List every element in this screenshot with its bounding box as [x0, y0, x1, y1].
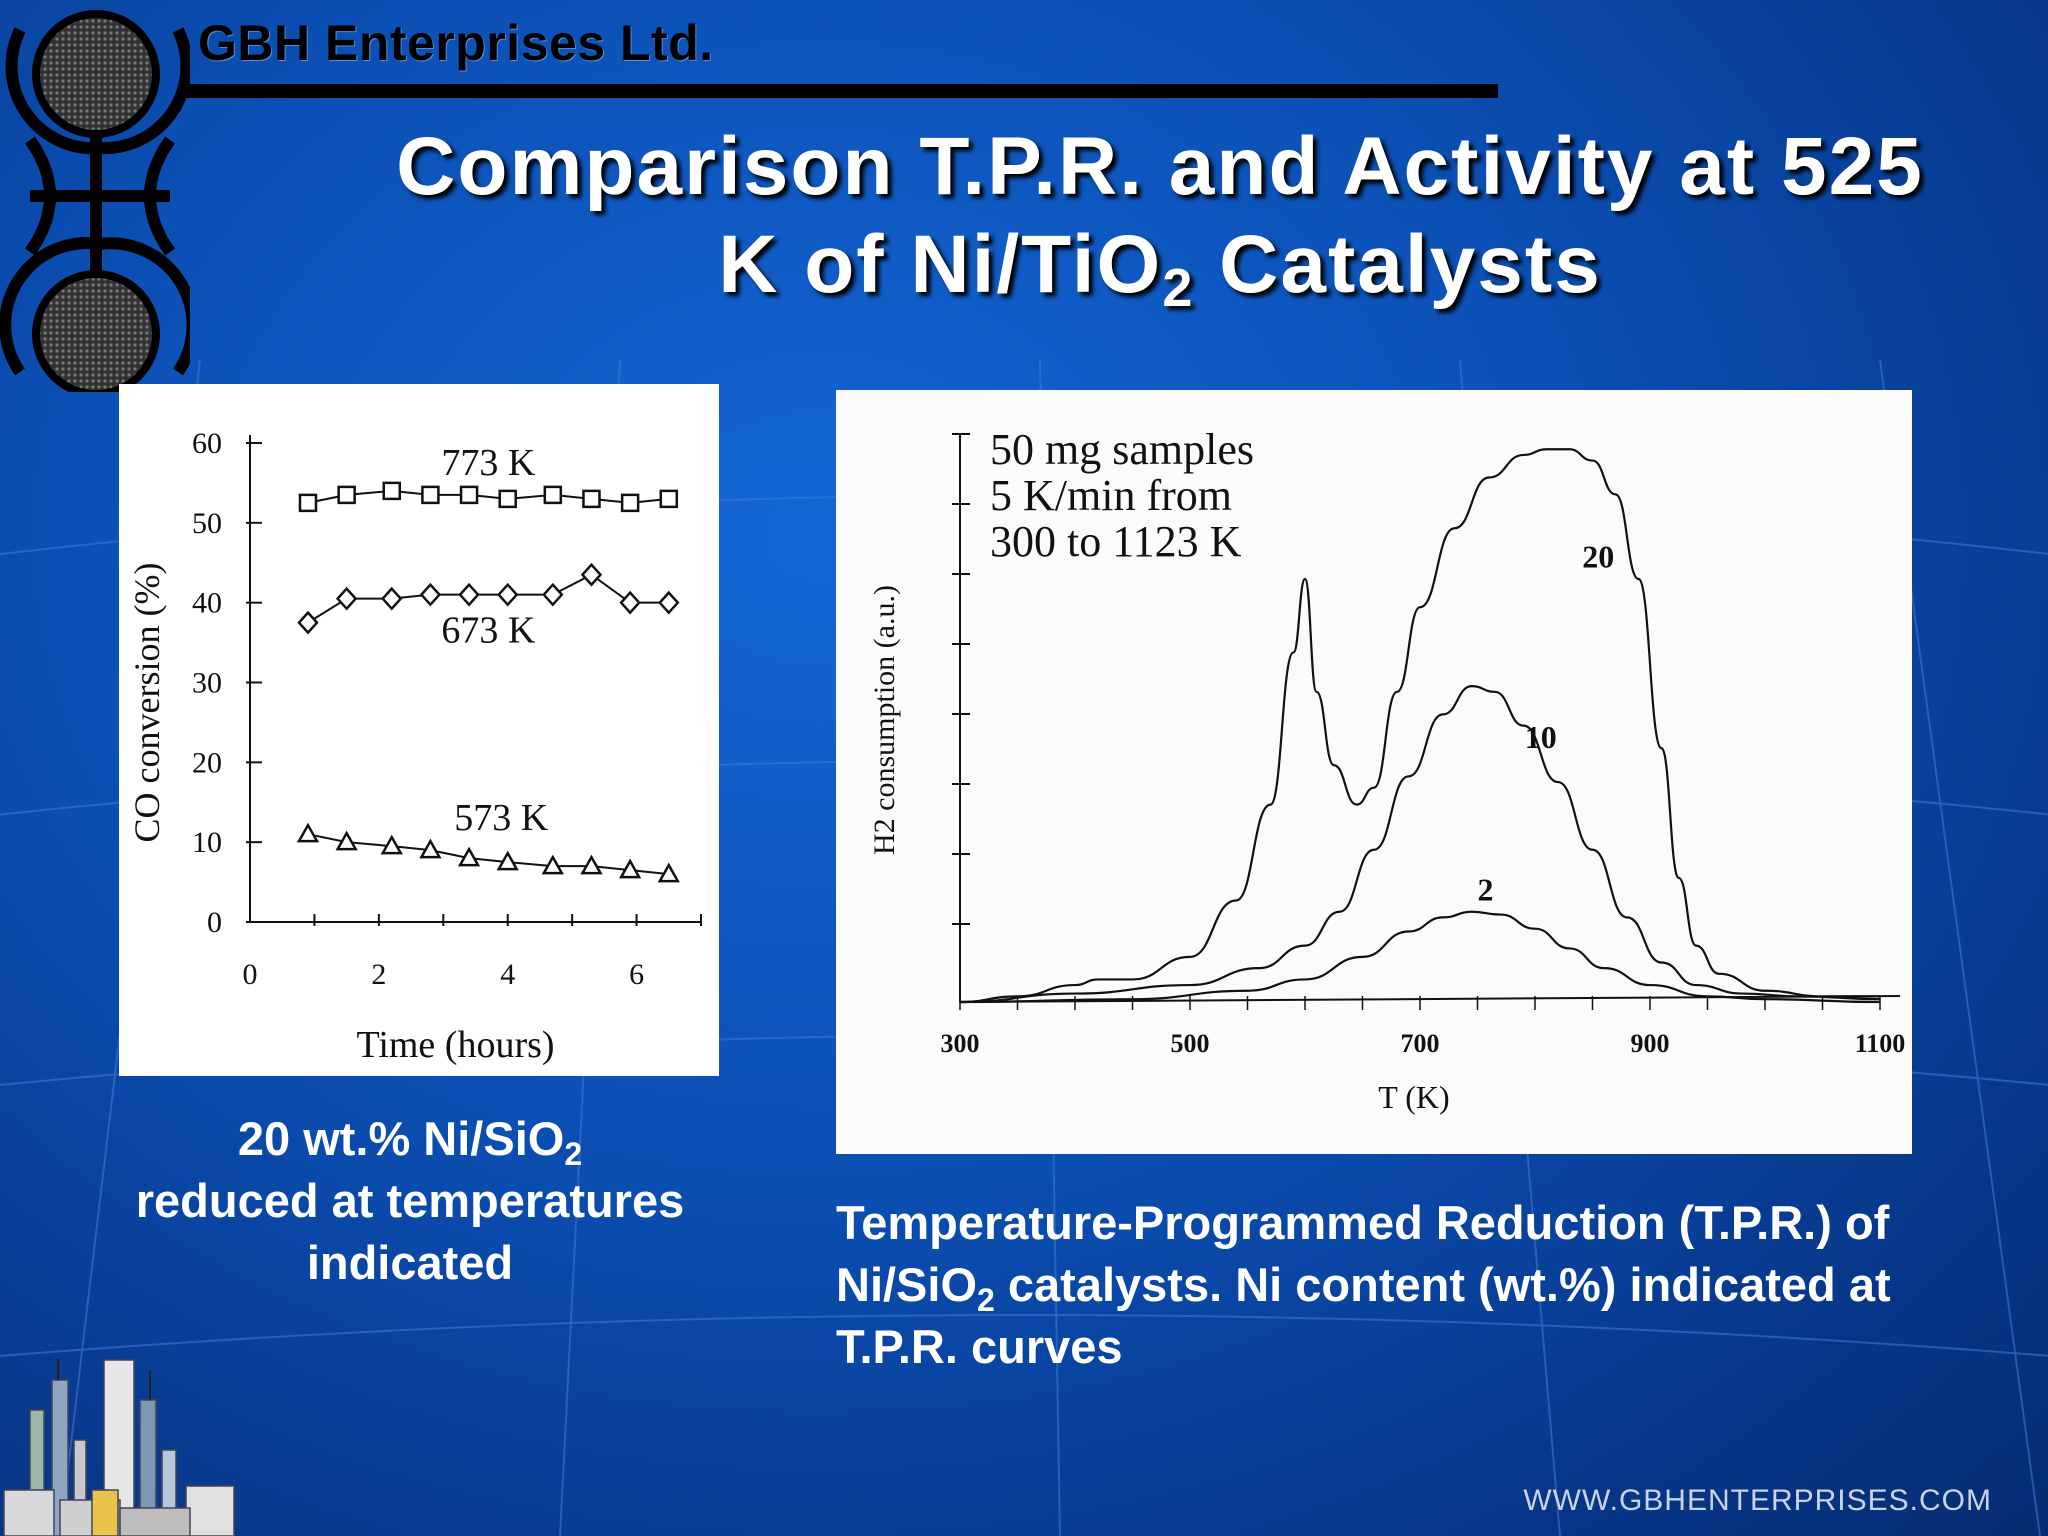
tpr-curve — [959, 910, 1881, 1004]
x-tick-label: 900 — [1631, 1029, 1670, 1058]
diamond-marker — [458, 582, 480, 607]
diamond-marker — [497, 582, 519, 607]
series-line — [307, 833, 669, 876]
x-tick-label: 300 — [941, 1029, 980, 1058]
series-label: 773 K — [441, 442, 536, 484]
right-caption-line-1: Temperature-Programmed Reduction (T.P.R.… — [836, 1196, 1890, 1249]
title-line-2-suffix: Catalysts — [1194, 219, 1602, 310]
triangle-marker — [457, 846, 481, 867]
title-line-2: K of Ni/TiO2 Catalysts — [300, 216, 2020, 315]
square-marker — [498, 489, 517, 509]
right-caption-line-2: Ni/SiO2 catalysts. Ni content (wt.%) ind… — [836, 1254, 2016, 1316]
header-rule — [180, 84, 1498, 98]
company-name: GBH Enterprises Ltd. — [198, 15, 714, 71]
square-marker — [459, 485, 479, 505]
series-label: 573 K — [454, 797, 549, 839]
right-caption-text: Ni/SiO — [836, 1258, 978, 1311]
x-tick-label: 500 — [1171, 1029, 1210, 1058]
annotation-text: 300 to 1123 K — [990, 517, 1242, 566]
diamond-marker — [580, 562, 603, 587]
diamond-marker — [619, 590, 641, 615]
x-axis-label: Time (hours) — [356, 1024, 554, 1066]
curve-label: 10 — [1525, 719, 1557, 755]
y-tick-label: 40 — [192, 587, 222, 620]
triangle-marker — [618, 858, 642, 879]
diamond-marker — [658, 590, 680, 615]
square-marker — [298, 493, 318, 513]
square-marker — [421, 485, 440, 505]
triangle-marker — [335, 830, 358, 851]
diamond-marker — [335, 586, 358, 611]
y-tick-label: 60 — [192, 427, 222, 460]
x-tick-label: 0 — [243, 958, 258, 991]
title-line-2-text: K of Ni/TiO — [718, 219, 1163, 310]
y-tick-label: 20 — [192, 746, 222, 779]
triangle-marker — [541, 854, 564, 875]
x-tick-label: 6 — [629, 958, 644, 991]
company-logo — [0, 10, 190, 392]
series-line — [307, 573, 669, 624]
curve-label: 20 — [1582, 539, 1614, 575]
triangle-marker — [496, 850, 519, 871]
square-marker — [659, 489, 679, 509]
right-caption-subscript: 2 — [977, 1282, 995, 1318]
x-tick-label: 2 — [371, 958, 386, 991]
co-conversion-chart: 0 10 20 30 40 50 60 0 2 4 6 Time (hours) CO conversi… — [127, 427, 702, 1066]
left-caption-text: 20 wt.% Ni/SiO — [237, 1112, 565, 1165]
triangle-marker — [657, 862, 680, 883]
tpr-chart-panel: 300 500 700 900 1100 T (K) H2 consumption (a.u… — [836, 390, 1912, 1154]
left-caption-line-2: reduced at temperatures — [135, 1174, 685, 1227]
slide-title: Comparison T.P.R. and Activity at 525 K … — [300, 118, 2020, 315]
diamond-marker — [542, 582, 564, 607]
diamond-marker — [381, 586, 403, 611]
y-axis-label: H2 consumption (a.u.) — [868, 585, 901, 855]
left-caption: 20 wt.% Ni/SiO2 reduced at temperatures … — [100, 1108, 720, 1294]
tpr-chart: 300 500 700 900 1100 T (K) H2 consumption (a.u… — [868, 425, 1906, 1115]
right-caption-suffix: catalysts. Ni content (wt.%) indicated a… — [994, 1258, 1891, 1311]
triangle-marker — [380, 834, 403, 855]
triangle-marker — [419, 838, 442, 859]
title-subscript: 2 — [1162, 258, 1195, 318]
diamond-marker — [297, 610, 319, 635]
triangle-marker — [296, 822, 320, 843]
right-caption: Temperature-Programmed Reduction (T.P.R.… — [836, 1192, 2016, 1378]
triangle-marker — [580, 854, 603, 875]
y-tick-label: 10 — [192, 826, 222, 859]
tpr-curve — [959, 685, 1881, 1004]
series-label: 673 K — [441, 610, 536, 652]
curve-label: 2 — [1478, 871, 1494, 907]
square-marker — [337, 485, 356, 505]
x-tick-label: 700 — [1401, 1029, 1440, 1058]
refinery-illustration — [3, 1358, 235, 1536]
activity-chart-panel: 0 10 20 30 40 50 60 0 2 4 6 Time (hours) CO conversi… — [119, 384, 719, 1076]
square-marker — [382, 481, 401, 501]
x-tick-label: 1100 — [1855, 1029, 1906, 1058]
title-line-1: Comparison T.P.R. and Activity at 525 — [396, 121, 1924, 212]
x-tick-label: 4 — [500, 958, 515, 991]
square-marker — [620, 493, 640, 513]
tpr-curve — [959, 448, 1880, 1004]
y-tick-label: 30 — [192, 667, 222, 700]
x-axis-label: T (K) — [1378, 1079, 1449, 1115]
annotation-text: 5 K/min from — [990, 471, 1232, 520]
y-tick-label: 50 — [192, 507, 222, 540]
left-caption-line-1: 20 wt.% Ni/SiO2 — [100, 1108, 720, 1170]
x-axis-line — [959, 995, 1901, 1003]
series-line — [307, 489, 669, 504]
right-caption-line-3: T.P.R. curves — [836, 1320, 1123, 1373]
left-caption-subscript: 2 — [564, 1136, 583, 1172]
square-marker — [543, 485, 563, 505]
y-axis-label: CO conversion (%) — [127, 563, 167, 843]
left-caption-line-3: indicated — [306, 1236, 514, 1289]
footer-url: WWW.GBHENTERPRISES.COM — [1523, 1484, 1992, 1517]
y-tick-label: 0 — [207, 906, 222, 939]
diamond-marker — [419, 582, 442, 607]
square-marker — [582, 489, 601, 509]
annotation-text: 50 mg samples — [990, 425, 1254, 474]
